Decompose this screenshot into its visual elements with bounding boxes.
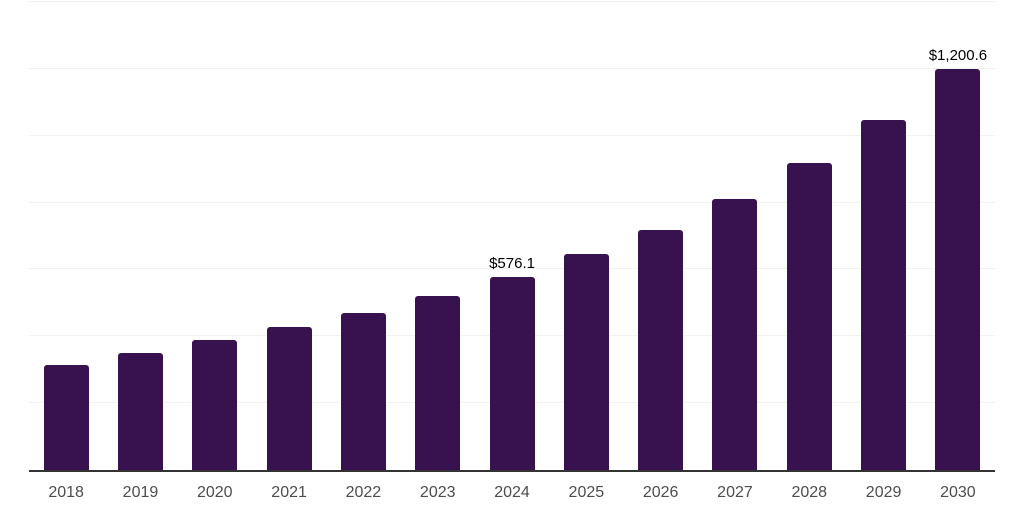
x-tick-2024: 2024 — [494, 484, 530, 501]
bar-2030 — [935, 68, 981, 470]
bar-band-2020 — [178, 2, 252, 470]
bar-band-2022 — [326, 2, 400, 470]
bar-band-2025 — [549, 2, 623, 470]
x-tick-2028: 2028 — [791, 484, 828, 501]
bar-2027 — [712, 199, 758, 470]
bar-2024 — [489, 277, 535, 470]
bar-band-2027 — [698, 2, 772, 470]
x-axis-labels: 2018 2019 2020 2021 2022 2023 2024 2025 2026 2027… — [29, 484, 995, 502]
gridline-800 — [29, 201, 995, 203]
bars: $576.1 $1,200.6 — [29, 2, 995, 470]
x-axis-line — [29, 470, 995, 472]
data-label-2030: $1,200.6 — [928, 46, 988, 64]
x-tick-2030: 2030 — [940, 484, 976, 501]
bar-band-2026 — [624, 2, 698, 470]
bar-band-2028 — [772, 2, 846, 470]
x-tick-2018: 2018 — [48, 484, 84, 501]
bar-band-2030: $1,200.6 — [921, 2, 995, 470]
x-tick-2025: 2025 — [568, 484, 605, 501]
bar-band-2018 — [29, 2, 103, 470]
bar-band-2023 — [401, 2, 475, 470]
x-tick-2019: 2019 — [122, 484, 159, 501]
bar-2028 — [786, 163, 832, 470]
bar-2026 — [638, 229, 684, 470]
x-tick-2027: 2027 — [717, 484, 753, 501]
bar-2022 — [340, 312, 386, 470]
bar-2025 — [563, 254, 609, 470]
bar-band-2024: $576.1 — [475, 2, 549, 470]
x-tick-2021: 2021 — [271, 484, 307, 501]
bar-2023 — [415, 295, 461, 470]
gridline-1200 — [29, 67, 995, 69]
x-tick-2023: 2023 — [419, 484, 456, 501]
bar-2019 — [117, 352, 163, 470]
bar-2029 — [861, 120, 907, 470]
bar-2021 — [266, 326, 312, 470]
plot-area: $576.1 $1,200.6 — [29, 1, 995, 472]
data-label-2024: $576.1 — [489, 255, 535, 273]
x-tick-2026: 2026 — [642, 484, 679, 501]
gridline-1400 — [29, 1, 995, 2]
bar-2020 — [192, 340, 238, 470]
bar-band-2021 — [252, 2, 326, 470]
bar-band-2019 — [103, 2, 177, 470]
gridline-1000 — [29, 134, 995, 136]
bar-2018 — [43, 364, 89, 470]
x-tick-2029: 2029 — [865, 484, 902, 501]
x-tick-2020: 2020 — [196, 484, 233, 501]
bar-band-2029 — [846, 2, 920, 470]
x-tick-2022: 2022 — [345, 484, 382, 501]
gridline-600 — [29, 268, 995, 270]
